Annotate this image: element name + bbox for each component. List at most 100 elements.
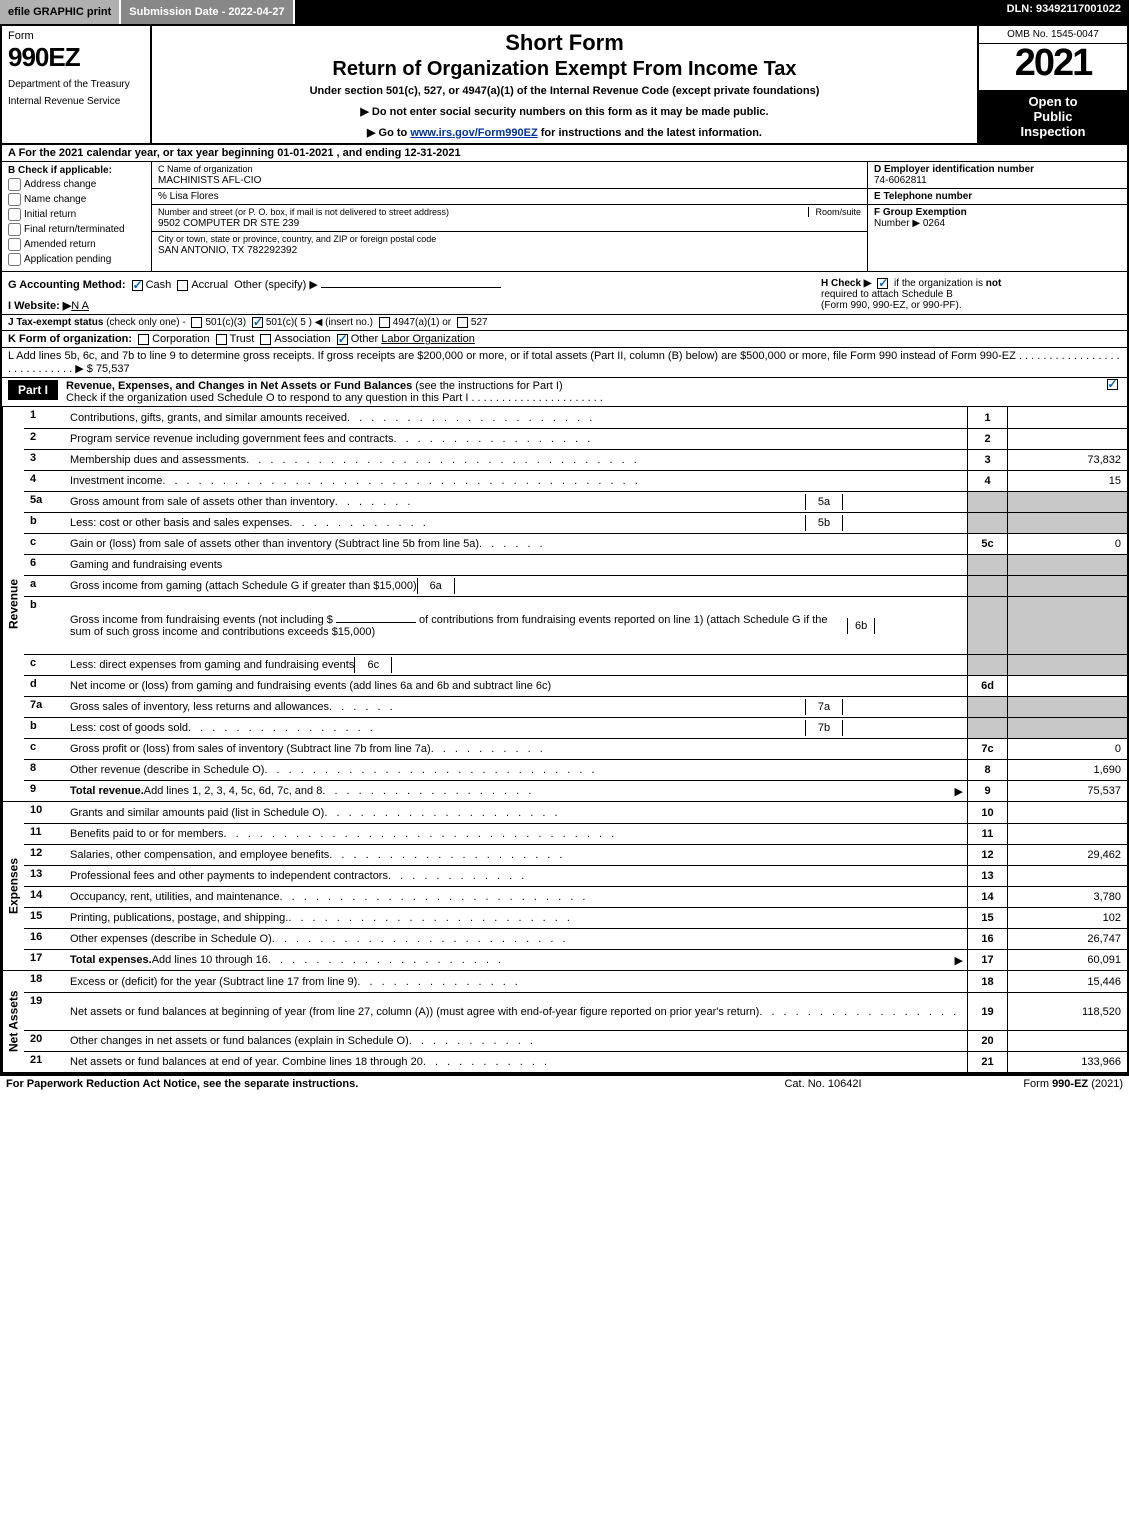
cb-501c[interactable] bbox=[252, 317, 263, 328]
care-of-cell: % Lisa Flores bbox=[152, 189, 867, 205]
form-number: 990EZ bbox=[8, 42, 144, 73]
k-label: K Form of organization: bbox=[8, 333, 132, 345]
cb-final-return[interactable]: Final return/terminated bbox=[8, 223, 145, 236]
l-amount: ▶ $ 75,537 bbox=[75, 363, 129, 375]
line-14: 14Occupancy, rent, utilities, and mainte… bbox=[24, 886, 1127, 907]
line-5c: cGain or (loss) from sale of assets othe… bbox=[24, 533, 1127, 554]
g-label: G Accounting Method: bbox=[8, 279, 129, 291]
row-g-h: G Accounting Method: Cash Accrual Other … bbox=[2, 272, 1127, 315]
cb-4947[interactable] bbox=[379, 317, 390, 328]
k-o2: Trust bbox=[230, 333, 255, 345]
open-to: Open to bbox=[983, 94, 1123, 109]
footer-cat: Cat. No. 10642I bbox=[723, 1078, 923, 1090]
ein-value: 74-6062811 bbox=[874, 175, 927, 186]
e-label: E Telephone number bbox=[874, 191, 972, 202]
title-short-form: Short Form bbox=[160, 30, 969, 56]
line-7b: bLess: cost of goods sold . . . . . . . … bbox=[24, 717, 1127, 738]
form-word: Form bbox=[8, 30, 144, 42]
part1-title-rest: (see the instructions for Part I) bbox=[415, 380, 562, 392]
line-6: 6Gaming and fundraising events bbox=[24, 554, 1127, 575]
form-container: Form 990EZ Department of the Treasury In… bbox=[0, 24, 1129, 1076]
l-text: L Add lines 5b, 6c, and 7b to line 9 to … bbox=[8, 350, 1016, 362]
line-1: 1Contributions, gifts, grants, and simil… bbox=[24, 407, 1127, 428]
j-label: J Tax-exempt status bbox=[8, 317, 106, 328]
cb-h[interactable] bbox=[877, 278, 888, 289]
cb-527[interactable] bbox=[457, 317, 468, 328]
i-label-prefix: I Website: ▶ bbox=[8, 300, 71, 312]
irs-link[interactable]: www.irs.gov/Form990EZ bbox=[410, 127, 537, 139]
goto-suffix: for instructions and the latest informat… bbox=[538, 127, 762, 139]
c-name-cell: C Name of organization MACHINISTS AFL-CI… bbox=[152, 162, 867, 189]
dln-number: DLN: 93492117001022 bbox=[999, 0, 1129, 24]
h-text1: H Check ▶ bbox=[821, 278, 874, 289]
c-label: C Name of organization bbox=[158, 164, 253, 174]
header-mid: Short Form Return of Organization Exempt… bbox=[152, 26, 977, 143]
k-other-val: Labor Organization bbox=[381, 333, 475, 345]
line-5a: 5aGross amount from sale of assets other… bbox=[24, 491, 1127, 512]
netassets-tab: Net Assets bbox=[2, 971, 24, 1072]
line-20: 20Other changes in net assets or fund ba… bbox=[24, 1030, 1127, 1051]
goto-line: ▶ Go to www.irs.gov/Form990EZ for instru… bbox=[160, 126, 969, 139]
col-d: D Employer identification number 74-6062… bbox=[867, 162, 1127, 271]
line-16: 16Other expenses (describe in Schedule O… bbox=[24, 928, 1127, 949]
cb-corp[interactable] bbox=[138, 334, 149, 345]
d-ein-cell: D Employer identification number 74-6062… bbox=[868, 162, 1127, 189]
cb-501c3[interactable] bbox=[191, 317, 202, 328]
line-5b: bLess: cost or other basis and sales exp… bbox=[24, 512, 1127, 533]
cb-address-change[interactable]: Address change bbox=[8, 178, 145, 191]
cb-cash[interactable] bbox=[132, 280, 143, 291]
line-18: 18Excess or (deficit) for the year (Subt… bbox=[24, 971, 1127, 992]
org-name: MACHINISTS AFL-CIO bbox=[158, 175, 261, 186]
row-a-calendar: A For the 2021 calendar year, or tax yea… bbox=[2, 145, 1127, 162]
col-c: C Name of organization MACHINISTS AFL-CI… bbox=[152, 162, 867, 271]
line-6d: dNet income or (loss) from gaming and fu… bbox=[24, 675, 1127, 696]
topbar-spacer bbox=[295, 0, 999, 24]
other-label: Other (specify) ▶ bbox=[234, 279, 318, 291]
cb-other-org[interactable] bbox=[337, 334, 348, 345]
d-label: D Employer identification number bbox=[874, 164, 1034, 175]
row-k: K Form of organization: Corporation Trus… bbox=[2, 331, 1127, 348]
header-left: Form 990EZ Department of the Treasury In… bbox=[2, 26, 152, 143]
ssn-warning: ▶ Do not enter social security numbers o… bbox=[160, 105, 969, 118]
dept-irs: Internal Revenue Service bbox=[8, 96, 144, 107]
revenue-section: Revenue 1Contributions, gifts, grants, a… bbox=[2, 407, 1127, 802]
e-phone-cell: E Telephone number bbox=[868, 189, 1127, 205]
revenue-tab: Revenue bbox=[2, 407, 24, 801]
f-group-cell: F Group Exemption Number ▶ 0264 bbox=[868, 205, 1127, 271]
part1-title-bold: Revenue, Expenses, and Changes in Net As… bbox=[66, 380, 415, 392]
expenses-tab: Expenses bbox=[2, 802, 24, 970]
line-7c: cGross profit or (loss) from sales of in… bbox=[24, 738, 1127, 759]
cb-name-change[interactable]: Name change bbox=[8, 193, 145, 206]
netassets-lines: 18Excess or (deficit) for the year (Subt… bbox=[24, 971, 1127, 1072]
j-small: (check only one) - bbox=[106, 317, 188, 328]
line-19: 19Net assets or fund balances at beginni… bbox=[24, 992, 1127, 1030]
line-6c: cLess: direct expenses from gaming and f… bbox=[24, 654, 1127, 675]
col-b: B Check if applicable: Address change Na… bbox=[2, 162, 152, 271]
h-text2: if the organization is bbox=[891, 278, 986, 289]
efile-print-button[interactable]: efile GRAPHIC print bbox=[0, 0, 121, 24]
expenses-section: Expenses 10Grants and similar amounts pa… bbox=[2, 802, 1127, 971]
cb-trust[interactable] bbox=[216, 334, 227, 345]
line-6a: aGross income from gaming (attach Schedu… bbox=[24, 575, 1127, 596]
section-bcdef: B Check if applicable: Address change Na… bbox=[2, 162, 1127, 272]
inspection: Inspection bbox=[983, 124, 1123, 139]
j-o2: 501(c)( 5 ) ◀ (insert no.) bbox=[266, 317, 373, 328]
footer-right: Form 990-EZ (2021) bbox=[923, 1078, 1123, 1090]
line-15: 15Printing, publications, postage, and s… bbox=[24, 907, 1127, 928]
cb-application-pending[interactable]: Application pending bbox=[8, 253, 145, 266]
cb-assoc[interactable] bbox=[260, 334, 271, 345]
line-12: 12Salaries, other compensation, and empl… bbox=[24, 844, 1127, 865]
part1-tab: Part I bbox=[8, 380, 58, 400]
cb-amended-return[interactable]: Amended return bbox=[8, 238, 145, 251]
cb-schedule-o[interactable] bbox=[1107, 379, 1118, 390]
h-text3: required to attach Schedule B bbox=[821, 289, 953, 300]
line-4: 4Investment income . . . . . . . . . . .… bbox=[24, 470, 1127, 491]
line-17: 17Total expenses. Add lines 10 through 1… bbox=[24, 949, 1127, 970]
submission-date: Submission Date - 2022-04-27 bbox=[121, 0, 294, 24]
g-accounting: G Accounting Method: Cash Accrual Other … bbox=[8, 278, 821, 312]
city-label: City or town, state or province, country… bbox=[158, 234, 436, 244]
j-o1: 501(c)(3) bbox=[205, 317, 246, 328]
cb-accrual[interactable] bbox=[177, 280, 188, 291]
open-inspection: Open to Public Inspection bbox=[979, 90, 1127, 143]
cb-initial-return[interactable]: Initial return bbox=[8, 208, 145, 221]
